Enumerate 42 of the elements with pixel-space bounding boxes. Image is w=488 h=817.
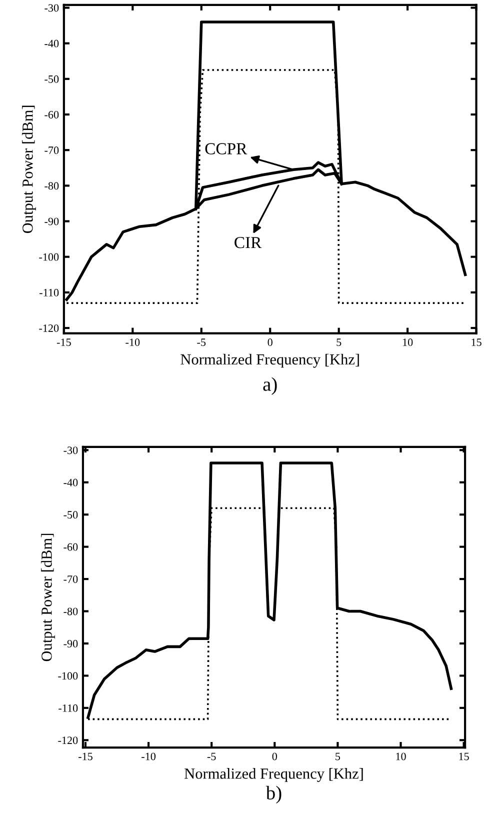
y-axis-title: Output Power [dBm] (22, 106, 36, 233)
x-axis-title: Normalized Frequency [Khz] (184, 768, 363, 782)
y-tick-label: -90 (64, 640, 78, 648)
y-tick-label: -50 (64, 511, 78, 519)
y-tick-label: -110 (40, 288, 59, 296)
y-tick-label: -30 (44, 4, 59, 12)
x-tick-label: -5 (207, 752, 216, 760)
x-tick-label: 5 (336, 338, 342, 346)
y-tick-label: -70 (64, 575, 78, 583)
x-tick-label: -10 (142, 752, 156, 760)
x-tick-label: 0 (268, 338, 272, 346)
y-tick-label: -60 (44, 110, 59, 118)
y-tick-label: -100 (39, 253, 59, 261)
y-tick-label: -80 (64, 608, 78, 616)
text: b) (266, 786, 282, 804)
annotation: CIR (234, 236, 262, 248)
x-tick-label: -5 (197, 338, 206, 346)
y-tick-label: -120 (58, 736, 78, 744)
y-tick-label: -60 (64, 543, 78, 551)
x-tick-label: 10 (396, 752, 406, 760)
x-axis-title: Normalized Frequency [Khz] (180, 354, 359, 368)
y-tick-label: -30 (64, 446, 78, 454)
y-tick-label: -50 (44, 75, 59, 83)
y-tick-label: -70 (44, 146, 59, 154)
y-tick-label: -40 (44, 40, 59, 48)
text: a) (263, 377, 277, 395)
x-tick-label: -10 (126, 338, 140, 346)
x-tick-label: -15 (78, 752, 92, 760)
y-tick-label: -110 (58, 704, 78, 712)
y-tick-label: -40 (64, 478, 78, 486)
x-tick-label: -15 (56, 338, 71, 346)
y-axis-title: Output Power [dBm] (41, 534, 55, 662)
y-tick-label: -100 (58, 672, 78, 680)
annotation: CCPR (205, 143, 248, 154)
x-tick-label: 5 (336, 752, 340, 760)
x-tick-label: 0 (272, 752, 277, 760)
x-tick-label: 15 (459, 752, 469, 760)
y-tick-label: -120 (39, 324, 59, 332)
x-tick-label: 10 (402, 338, 413, 346)
y-tick-label: -90 (44, 218, 59, 226)
y-tick-label: -80 (44, 182, 59, 190)
x-tick-label: 15 (472, 338, 482, 346)
